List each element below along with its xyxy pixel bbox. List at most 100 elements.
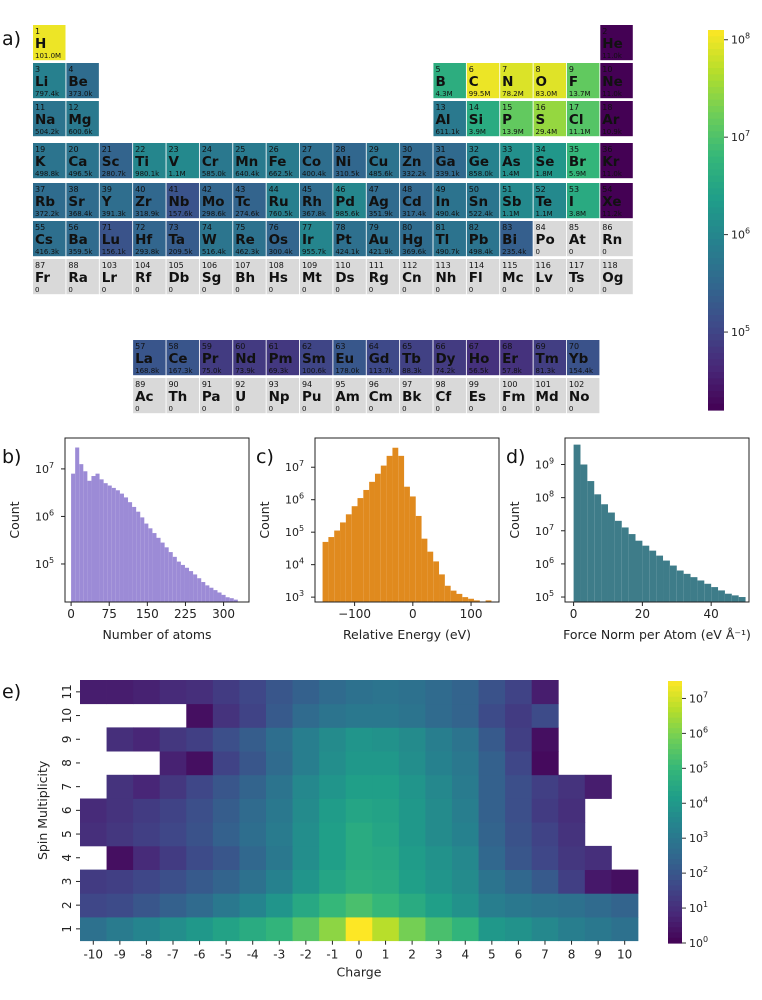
y-tick-label: 107	[285, 459, 304, 474]
element-symbol: Ni	[335, 154, 351, 170]
colorbar-segment	[668, 812, 682, 818]
element-cell-bg	[199, 221, 233, 257]
heatmap-cell	[345, 822, 373, 847]
element-cell-bg	[33, 221, 66, 257]
x-tick-label: 3	[435, 948, 443, 962]
element-count-label: 640.4k	[235, 170, 260, 178]
heatmap-cell	[398, 822, 426, 847]
element-cell-bg	[133, 259, 166, 295]
colorbar-segment	[708, 365, 724, 373]
x-tick-label: 6	[515, 948, 523, 962]
x-tick-label: 0	[409, 607, 417, 621]
element-count-label: 498.8k	[35, 170, 60, 178]
histogram-bar	[123, 497, 129, 602]
element-count-label: 0	[569, 286, 573, 294]
histogram-bar	[128, 502, 133, 602]
colorbar-segment	[708, 30, 724, 37]
x-axis-label: Relative Energy (eV)	[343, 627, 471, 642]
histogram-bar	[462, 597, 469, 602]
element-number: 44	[269, 185, 279, 194]
heatmap-cell	[212, 680, 240, 705]
heatmap-cell	[186, 727, 214, 752]
colorbar-segment	[668, 691, 682, 698]
histogram-bar	[724, 593, 732, 602]
element-number: 94	[302, 380, 312, 389]
colorbar-segment	[708, 49, 724, 56]
y-tick-label-exp: 7	[549, 523, 554, 532]
element-symbol: P	[502, 112, 512, 128]
element-number: 30	[402, 145, 412, 154]
element-count-label: 421.9k	[369, 248, 394, 256]
histogram-bar	[690, 577, 698, 602]
element-count-label: 372.2k	[35, 210, 60, 218]
element-count-label: 0	[202, 405, 206, 413]
heatmap-cell	[159, 774, 187, 799]
x-tick-label: -4	[247, 948, 259, 962]
colorbar-segment	[708, 201, 724, 208]
heatmap-cell	[425, 845, 453, 870]
colorbar-segment	[668, 906, 682, 913]
histogram-bar	[119, 493, 124, 602]
histogram-bar	[409, 496, 416, 602]
element-symbol: Cf	[435, 389, 451, 405]
heatmap-cell	[505, 869, 533, 894]
element-symbol: Rg	[369, 270, 389, 286]
element-symbol: Cn	[402, 270, 422, 286]
y-tick-label: 108	[535, 490, 554, 505]
element-symbol: Fe	[269, 154, 287, 170]
heatmap-cell	[478, 845, 506, 870]
element-cell-bg	[166, 340, 199, 376]
element-cell-bg	[600, 183, 633, 219]
heatmap-cell	[80, 822, 107, 847]
colorbar-segment	[668, 796, 682, 803]
element-symbol: Rn	[602, 232, 622, 248]
histogram-bar	[107, 485, 112, 602]
heatmap-cell	[212, 822, 240, 847]
heatmap-cell	[398, 798, 426, 823]
heatmap-cell	[372, 798, 400, 823]
histogram-bars	[71, 447, 238, 602]
element-count-label: 310.5k	[335, 170, 360, 178]
element-count-label: 1.4M	[502, 170, 519, 178]
heatmap-cell	[372, 869, 400, 894]
element-number: 105	[168, 261, 183, 270]
element-cell-bg	[600, 25, 633, 61]
colorbar-segment	[668, 738, 682, 745]
histogram-bar	[189, 571, 194, 602]
colorbar-tick-label-exp: 3	[703, 830, 708, 839]
heatmap-cell	[292, 727, 320, 752]
element-count-label: 88.3k	[402, 367, 423, 375]
element-cell-bg	[600, 63, 633, 99]
heatmap-cell	[106, 893, 134, 918]
histogram-bar	[468, 598, 474, 602]
element-number: 43	[235, 185, 245, 194]
element-number: 10	[602, 65, 612, 74]
colorbar-segment	[708, 315, 724, 322]
colorbar-tick-label: 108	[731, 32, 750, 47]
heatmap-cell	[611, 893, 639, 918]
heatmap-cell	[425, 774, 453, 799]
colorbar-segment	[668, 775, 682, 782]
y-tick-label-exp: 5	[49, 556, 54, 565]
element-number: 93	[269, 380, 279, 389]
histogram-bar	[392, 447, 399, 602]
plot-frame	[64, 437, 250, 603]
element-number: 111	[369, 261, 384, 270]
heatmap-cell	[159, 798, 187, 823]
element-number: 23	[168, 145, 178, 154]
panel-label-c: c)	[256, 446, 274, 468]
element-cell-bg	[433, 259, 466, 295]
element-number: 72	[135, 223, 145, 232]
element-number: 80	[402, 223, 412, 232]
heatmap-cell	[531, 822, 559, 847]
heatmap-cell	[106, 917, 134, 942]
x-tick-label: 0	[355, 948, 363, 962]
element-symbol: I	[569, 194, 574, 210]
colorbar-tick-label: 100	[689, 935, 708, 950]
